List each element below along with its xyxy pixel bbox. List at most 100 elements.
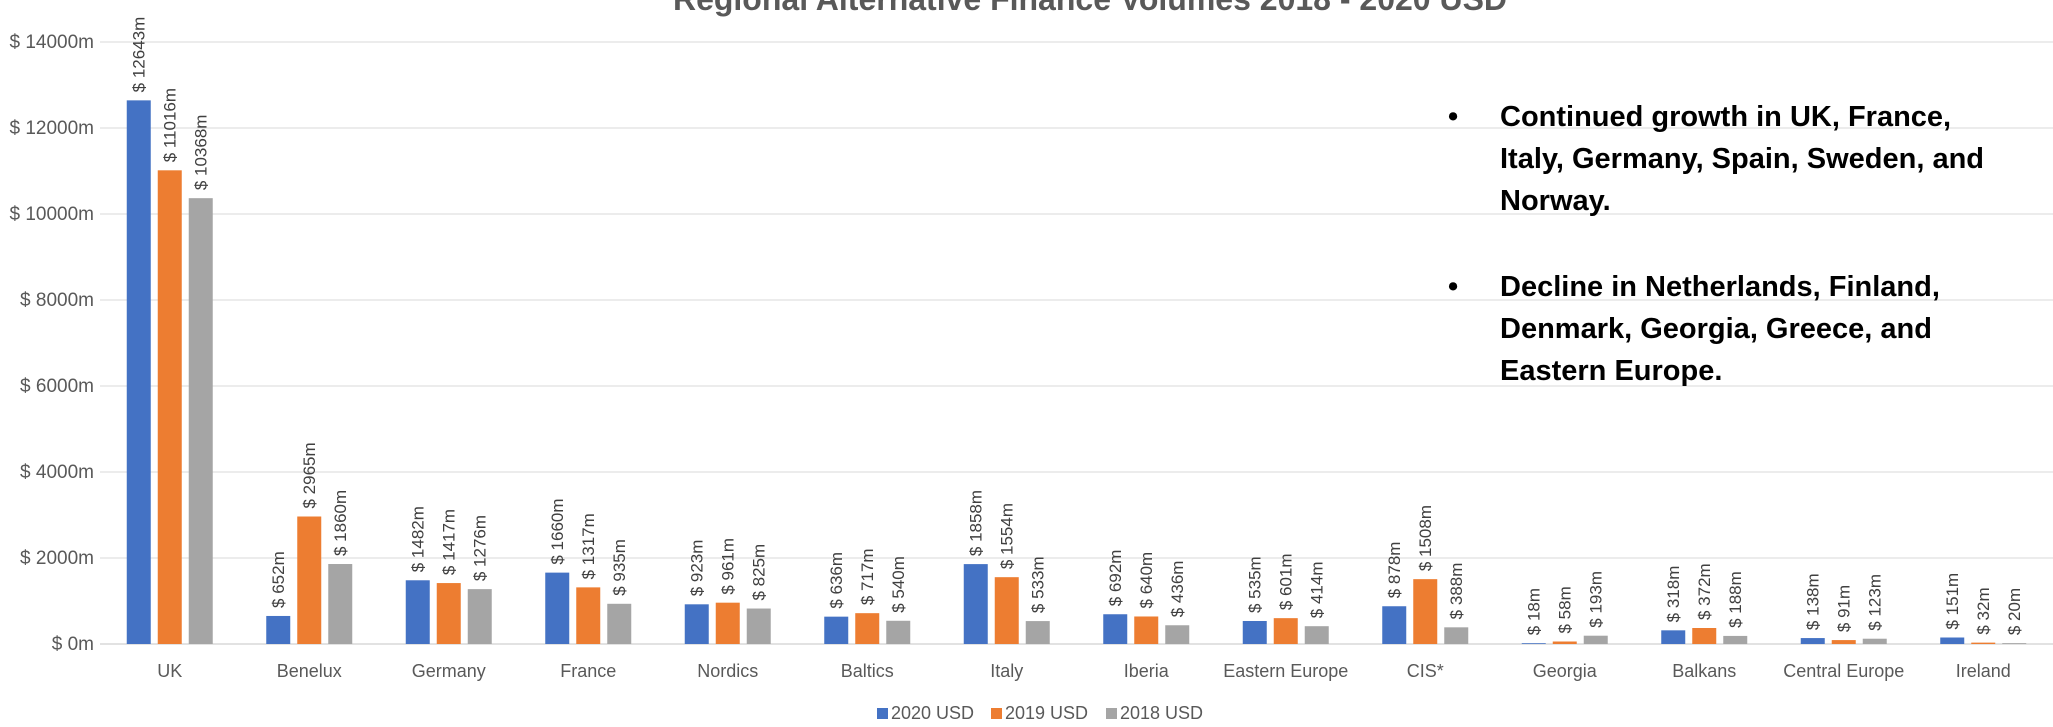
bar-benelux-2020 [266, 615, 291, 644]
data-label: $ 123m [1866, 574, 1885, 631]
bar-ireland-2020 [1940, 637, 1965, 644]
data-label: $ 540m [889, 556, 908, 613]
bar-baltics-2020 [824, 616, 849, 644]
x-tick-label: Ireland [1956, 661, 2011, 681]
data-label: $ 193m [1587, 571, 1606, 628]
x-tick-label: Georgia [1533, 661, 1598, 681]
bar-italy-2020 [963, 564, 988, 644]
bar-georgia-2018 [1583, 635, 1608, 644]
legend-swatch [877, 708, 888, 719]
bar-nordics-2020 [684, 604, 709, 644]
bar-iberia-2019 [1134, 616, 1159, 644]
data-label: $ 372m [1695, 563, 1714, 620]
annotation-notes: Continued growth in UK, France, Italy, G… [1448, 96, 2008, 436]
bar-balkans-2019 [1692, 628, 1717, 644]
bar-france-2019 [576, 587, 601, 644]
x-tick-label: UK [157, 661, 182, 681]
y-tick-label: $ 10000m [9, 204, 94, 225]
bar-uk-2019 [157, 170, 182, 644]
x-tick-label: France [560, 661, 616, 681]
data-labels: $ 12643m $ 11016m $ 10368m $ 652m $ 2965m $ 1… [130, 17, 2025, 636]
data-label: $ 1860m [331, 490, 350, 556]
data-label: $ 188m [1726, 571, 1745, 628]
data-label: $ 1417m [440, 509, 459, 575]
bar-eastern-europe-2020 [1242, 620, 1267, 644]
data-label: $ 878m [1385, 542, 1404, 599]
data-label: $ 91m [1835, 585, 1854, 632]
data-label: $ 12643m [130, 17, 149, 93]
legend-swatch [991, 708, 1002, 719]
data-label: $ 2965m [300, 442, 319, 508]
bar-balkans-2020 [1661, 630, 1686, 644]
bar-balkans-2018 [1723, 635, 1748, 644]
legend-swatch [1106, 708, 1117, 719]
data-label: $ 138m [1804, 573, 1823, 630]
data-label: $ 652m [269, 551, 288, 608]
bar-iberia-2018 [1165, 625, 1190, 644]
data-label: $ 935m [610, 539, 629, 596]
bar-central-europe-2018 [1862, 638, 1887, 644]
bar-eastern-europe-2018 [1304, 626, 1329, 644]
data-label: $ 18m [1525, 588, 1544, 635]
data-label: $ 388m [1447, 563, 1466, 620]
bar-germany-2019 [436, 583, 461, 644]
data-label: $ 1276m [471, 515, 490, 581]
y-tick-label: $ 12000m [9, 118, 94, 139]
data-label: $ 1317m [579, 513, 598, 579]
bar-ireland-2018 [2002, 643, 2027, 644]
x-tick-label: Nordics [697, 661, 758, 681]
bar-cis--2020 [1382, 606, 1407, 644]
legend-label: 2020 USD [891, 703, 974, 723]
bar-baltics-2019 [855, 613, 880, 644]
bar-italy-2019 [994, 577, 1019, 644]
bar-georgia-2020 [1521, 643, 1546, 644]
bar-italy-2018 [1025, 621, 1050, 644]
bar-central-europe-2020 [1800, 638, 1825, 644]
x-tick-label: Balkans [1672, 661, 1736, 681]
data-label: $ 151m [1943, 573, 1962, 630]
bar-benelux-2018 [328, 564, 353, 644]
bar-ireland-2019 [1971, 642, 1996, 644]
data-label: $ 1482m [409, 506, 428, 572]
data-label: $ 535m [1246, 556, 1265, 613]
data-label: $ 1554m [998, 503, 1017, 569]
bar-nordics-2019 [715, 602, 740, 644]
bar-baltics-2018 [886, 620, 911, 644]
data-label: $ 32m [1974, 587, 1993, 634]
y-tick-label: $ 8000m [20, 290, 94, 311]
bar-iberia-2020 [1103, 614, 1128, 644]
x-tick-label: Iberia [1124, 661, 1170, 681]
data-label: $ 58m [1556, 586, 1575, 633]
data-label: $ 533m [1029, 556, 1048, 613]
bar-france-2020 [545, 572, 570, 644]
x-tick-label: Benelux [277, 661, 342, 681]
bars [126, 100, 2027, 644]
data-label: $ 414m [1308, 561, 1327, 618]
data-label: $ 825m [750, 544, 769, 601]
data-label: $ 692m [1106, 550, 1125, 607]
bar-uk-2020 [126, 100, 151, 644]
bar-germany-2018 [467, 589, 492, 644]
bar-cis--2019 [1413, 579, 1438, 644]
bar-cis--2018 [1444, 627, 1469, 644]
data-label: $ 20m [2005, 588, 2024, 635]
x-tick-label: Central Europe [1783, 661, 1904, 681]
legend-label: 2018 USD [1120, 703, 1203, 723]
y-tick-label: $ 2000m [20, 548, 94, 569]
y-tick-label: $ 4000m [20, 462, 94, 483]
data-label: $ 1858m [967, 490, 986, 556]
data-label: $ 318m [1664, 566, 1683, 623]
bar-germany-2020 [405, 580, 430, 644]
bar-france-2018 [607, 603, 632, 644]
data-label: $ 636m [827, 552, 846, 609]
x-tick-label: Italy [990, 661, 1023, 681]
x-axis-ticks: UK Benelux Germany France Nordics Baltics Ital… [157, 661, 2011, 681]
bar-eastern-europe-2019 [1273, 618, 1298, 644]
x-tick-label: Germany [412, 661, 486, 681]
data-label: $ 961m [719, 538, 738, 595]
legend-label: 2019 USD [1005, 703, 1088, 723]
bar-uk-2018 [188, 198, 213, 644]
chart-title: Regional Alternative Finance Volumes 201… [673, 0, 1507, 17]
data-label: $ 11016m [161, 88, 180, 162]
